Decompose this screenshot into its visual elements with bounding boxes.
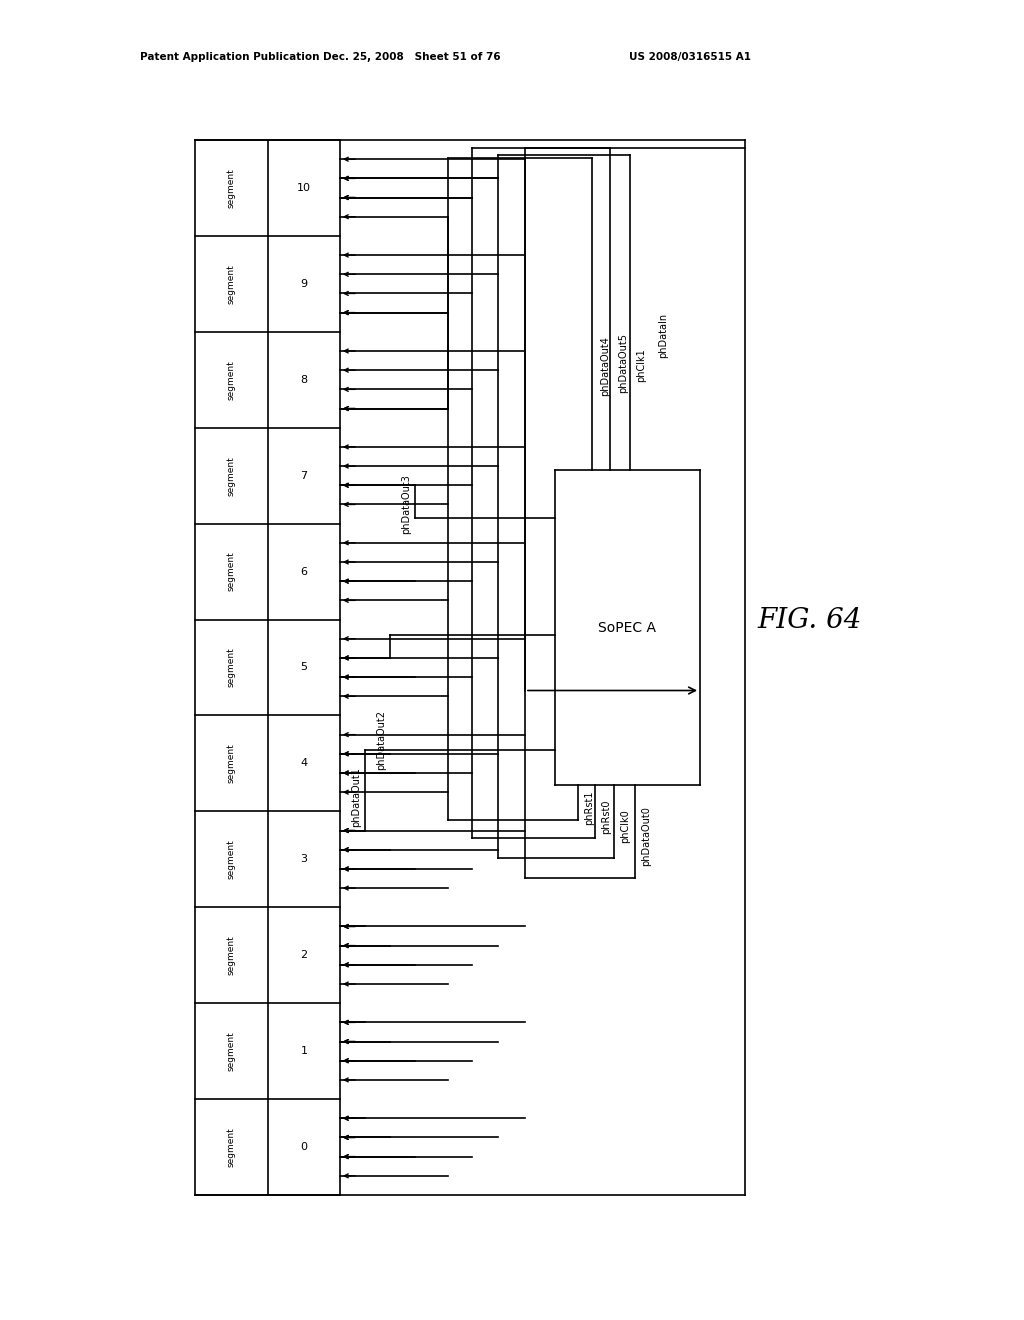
Text: Dec. 25, 2008   Sheet 51 of 76: Dec. 25, 2008 Sheet 51 of 76 [324,51,501,62]
Text: segment: segment [227,552,236,591]
Text: segment: segment [227,1127,236,1167]
Text: Patent Application Publication: Patent Application Publication [140,51,319,62]
Text: segment: segment [227,840,236,879]
Text: phDataOut0: phDataOut0 [641,807,651,866]
Text: 2: 2 [300,950,307,960]
Text: 10: 10 [297,183,311,193]
Text: 1: 1 [300,1047,307,1056]
Text: 6: 6 [300,566,307,577]
Text: segment: segment [227,360,236,400]
Text: segment: segment [227,264,236,304]
Text: 3: 3 [300,854,307,865]
Text: segment: segment [227,455,236,495]
Text: 8: 8 [300,375,307,384]
Text: 7: 7 [300,471,307,480]
Text: segment: segment [227,168,236,207]
Text: phRst1: phRst1 [584,791,594,825]
Text: phDataOut2: phDataOut2 [376,710,386,770]
Text: US 2008/0316515 A1: US 2008/0316515 A1 [629,51,751,62]
Text: phDataIn: phDataIn [658,313,668,358]
Text: phClk0: phClk0 [620,809,630,843]
Text: segment: segment [227,648,236,688]
Text: phDataOut3: phDataOut3 [401,474,411,533]
Text: phDataOut1: phDataOut1 [351,767,361,828]
Text: 0: 0 [300,1142,307,1152]
Text: FIG. 64: FIG. 64 [758,606,862,634]
Text: segment: segment [227,936,236,975]
Text: phDataOut5: phDataOut5 [618,333,628,392]
Text: SoPEC A: SoPEC A [598,620,656,635]
Text: 9: 9 [300,279,307,289]
Text: segment: segment [227,743,236,783]
Text: 5: 5 [300,663,307,672]
Text: phRst0: phRst0 [601,799,611,834]
Text: phClk1: phClk1 [636,348,646,381]
Text: 4: 4 [300,759,307,768]
Text: segment: segment [227,1031,236,1071]
Text: phDataOut4: phDataOut4 [600,337,610,396]
